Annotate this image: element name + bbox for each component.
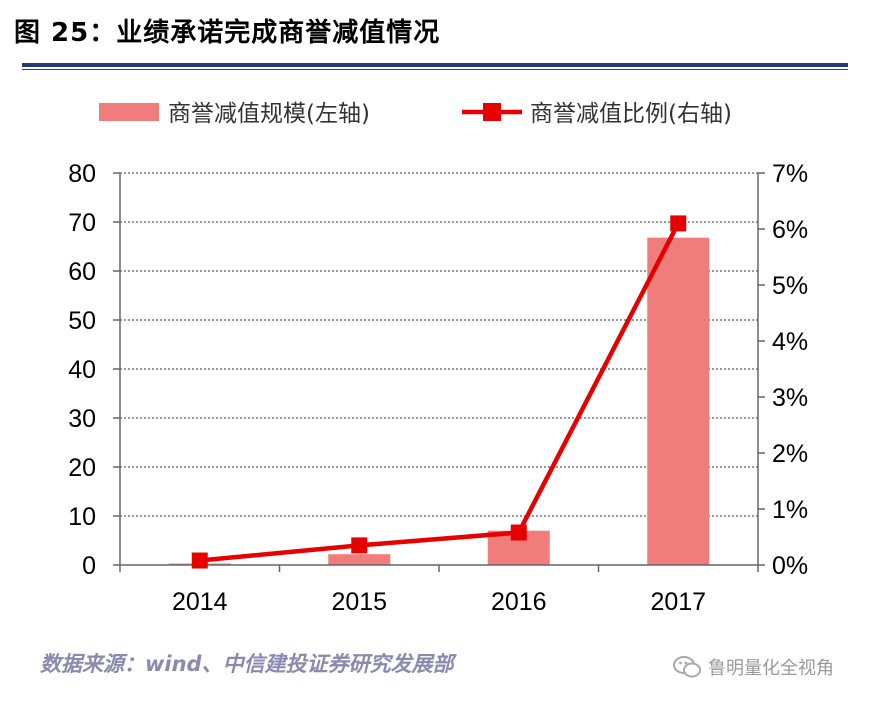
left-tick-label: 20 <box>68 454 96 482</box>
line-series <box>191 215 687 569</box>
x-tick-label: 2014 <box>172 588 228 616</box>
watermark: 鲁明量化全视角 <box>672 652 834 682</box>
x-tick-label: 2015 <box>331 588 387 616</box>
tick-labels: 0 10 20 30 40 50 60 70 80 0% 1% 2% 3% 4% 5% 6% 7% 2014 201… <box>68 160 808 616</box>
bar-2017 <box>647 237 710 565</box>
chart: 0 10 20 30 40 50 60 70 80 0% 1% 2% 3% 4% 5% 6% 7% 2014 201… <box>68 101 808 616</box>
legend-label-bar: 商誉减值规模(左轴) <box>168 101 370 127</box>
ratio-line <box>199 222 681 563</box>
bar-2015 <box>328 554 391 565</box>
legend-swatch-bar <box>99 103 159 121</box>
left-tick-label: 40 <box>68 356 96 384</box>
left-tick-label: 80 <box>68 160 96 188</box>
point-2017 <box>670 215 687 232</box>
right-tick-label: 0% <box>772 552 808 580</box>
legend-marker-line <box>483 103 501 121</box>
watermark-text: 鲁明量化全视角 <box>708 658 834 679</box>
right-tick-label: 3% <box>772 384 808 412</box>
right-tick-label: 2% <box>772 440 808 468</box>
left-tick-label: 30 <box>68 405 96 433</box>
figure-title: 图 25：业绩承诺完成商誉减值情况 <box>14 18 441 48</box>
right-tick-label: 5% <box>772 272 808 300</box>
source-note: 数据来源：wind、中信建投证券研究发展部 <box>40 652 454 676</box>
right-tick-label: 6% <box>772 216 808 244</box>
chat-bubbles-icon <box>673 656 701 678</box>
right-tick-label: 4% <box>772 328 808 356</box>
left-tick-label: 60 <box>68 258 96 286</box>
legend: 商誉减值规模(左轴) 商誉减值比例(右轴) <box>99 101 732 127</box>
left-tick-label: 50 <box>68 307 96 335</box>
left-tick-label: 0 <box>82 552 96 580</box>
point-2014 <box>191 552 208 569</box>
left-tick-label: 10 <box>68 503 96 531</box>
title-rule <box>22 63 848 67</box>
point-2015 <box>351 537 368 554</box>
axes <box>113 172 765 572</box>
right-tick-label: 7% <box>772 160 808 188</box>
x-tick-label: 2016 <box>491 588 547 616</box>
right-tick-label: 1% <box>772 496 808 524</box>
legend-label-line: 商誉减值比例(右轴) <box>530 101 732 127</box>
title-rule-thin <box>22 69 848 70</box>
x-tick-label: 2017 <box>650 588 706 616</box>
left-tick-label: 70 <box>68 209 96 237</box>
point-2016 <box>510 524 527 541</box>
